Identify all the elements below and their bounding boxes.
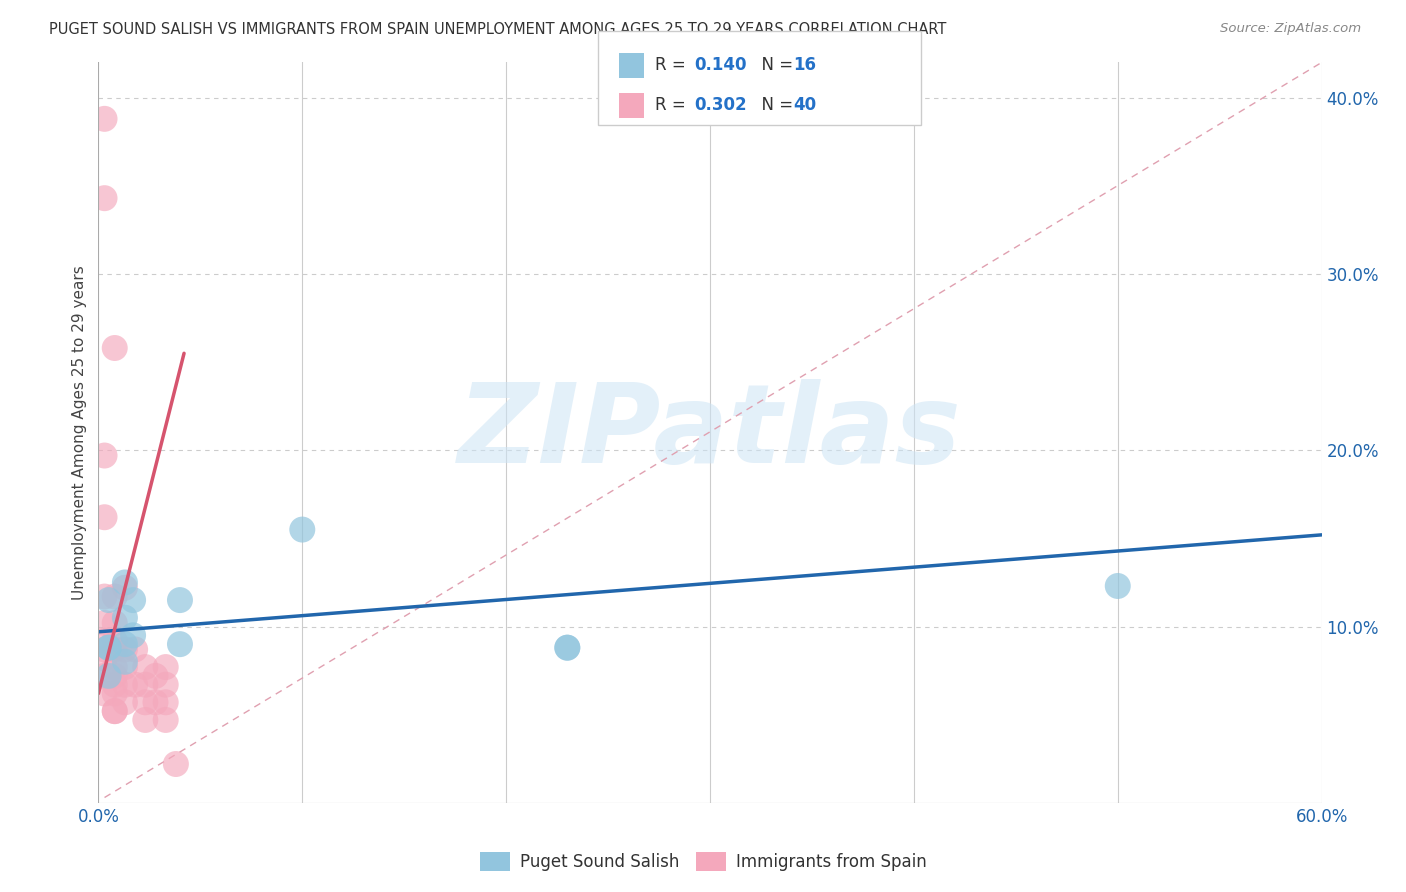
Point	[93, 642, 115, 657]
Text: R =: R =	[655, 56, 692, 74]
Point	[104, 660, 127, 674]
Text: Source: ZipAtlas.com: Source: ZipAtlas.com	[1220, 22, 1361, 36]
Point	[134, 678, 156, 692]
Point	[557, 640, 579, 655]
Point	[124, 642, 146, 657]
Point	[1107, 579, 1129, 593]
Point	[122, 593, 145, 607]
Legend: Puget Sound Salish, Immigrants from Spain: Puget Sound Salish, Immigrants from Spai…	[471, 843, 935, 880]
Point	[114, 642, 136, 657]
Point	[97, 640, 120, 655]
Point	[145, 695, 167, 709]
Point	[124, 678, 146, 692]
Text: 0.140: 0.140	[695, 56, 747, 74]
Point	[114, 611, 136, 625]
Point	[557, 640, 579, 655]
Text: 40: 40	[793, 96, 815, 114]
Point	[97, 640, 120, 655]
Point	[104, 633, 127, 648]
Point	[97, 593, 120, 607]
Text: R =: R =	[655, 96, 692, 114]
Point	[114, 581, 136, 595]
Text: 16: 16	[793, 56, 815, 74]
Point	[114, 695, 136, 709]
Point	[93, 590, 115, 604]
Point	[155, 695, 177, 709]
Point	[93, 112, 115, 126]
Point	[104, 686, 127, 700]
Point	[155, 713, 177, 727]
Point	[93, 669, 115, 683]
Point	[134, 713, 156, 727]
Point	[104, 590, 127, 604]
Point	[155, 678, 177, 692]
Point	[93, 615, 115, 630]
Point	[169, 593, 191, 607]
Point	[165, 757, 187, 772]
Point	[169, 637, 191, 651]
Point	[122, 628, 145, 642]
Point	[104, 341, 127, 355]
Point	[104, 704, 127, 718]
Point	[114, 575, 136, 590]
Point	[104, 615, 127, 630]
Point	[104, 669, 127, 683]
Point	[104, 678, 127, 692]
Point	[93, 651, 115, 665]
Y-axis label: Unemployment Among Ages 25 to 29 years: Unemployment Among Ages 25 to 29 years	[72, 265, 87, 600]
Point	[114, 678, 136, 692]
Text: PUGET SOUND SALISH VS IMMIGRANTS FROM SPAIN UNEMPLOYMENT AMONG AGES 25 TO 29 YEA: PUGET SOUND SALISH VS IMMIGRANTS FROM SP…	[49, 22, 946, 37]
Text: N =: N =	[751, 56, 799, 74]
Point	[93, 686, 115, 700]
Point	[93, 633, 115, 648]
Point	[104, 704, 127, 718]
Point	[291, 523, 314, 537]
Point	[93, 449, 115, 463]
Point	[134, 695, 156, 709]
Point	[97, 669, 120, 683]
Text: ZIPatlas: ZIPatlas	[458, 379, 962, 486]
Text: 0.302: 0.302	[695, 96, 747, 114]
Point	[93, 510, 115, 524]
Point	[93, 191, 115, 205]
Point	[155, 660, 177, 674]
Point	[114, 637, 136, 651]
Text: N =: N =	[751, 96, 799, 114]
Point	[134, 660, 156, 674]
Point	[104, 642, 127, 657]
Point	[114, 660, 136, 674]
Point	[145, 669, 167, 683]
Point	[114, 655, 136, 669]
